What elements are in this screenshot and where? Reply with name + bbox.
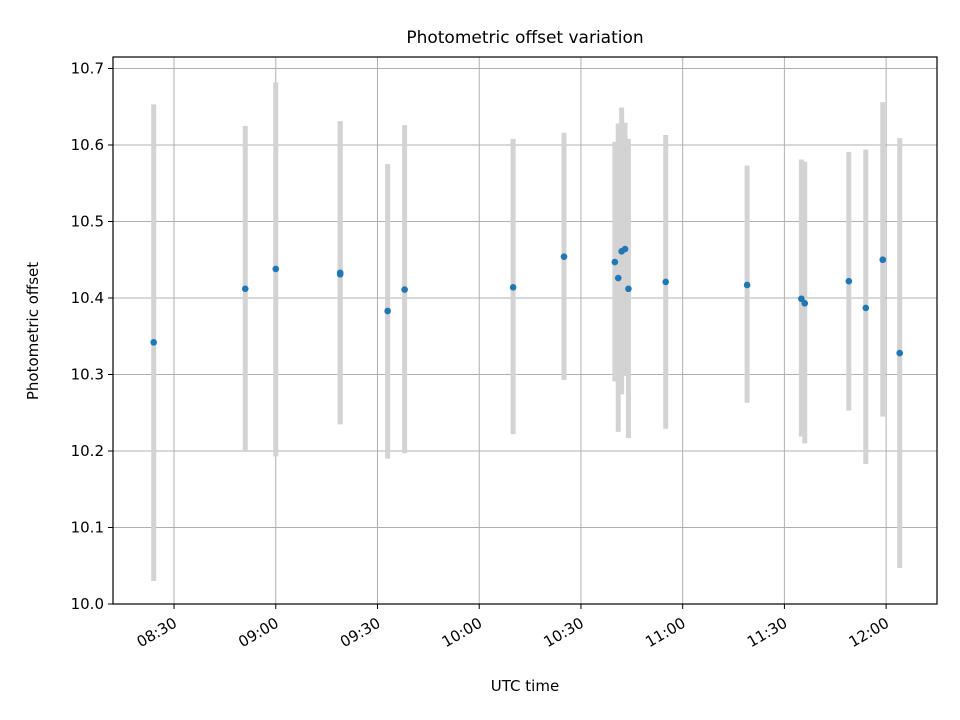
data-points: [150, 245, 903, 357]
y-tick-label: 10.0: [71, 595, 104, 613]
data-point: [743, 281, 751, 289]
data-point: [845, 277, 853, 285]
y-axis: 10.0 10.1 10.2 10.3 10.4 10.5 10.6 10.7: [71, 59, 113, 613]
data-point: [150, 339, 157, 346]
data-point: [801, 300, 809, 307]
plot-frame: [112, 56, 938, 605]
data-point: [336, 269, 344, 277]
data-point: [611, 258, 619, 266]
y-tick-label: 10.1: [71, 518, 104, 536]
y-tick-label: 10.4: [71, 289, 104, 307]
data-point: [272, 265, 280, 273]
data-point: [614, 274, 622, 282]
y-tick-label: 10.7: [71, 59, 104, 77]
data-point: [862, 304, 870, 312]
y-tick-label: 10.2: [71, 442, 104, 460]
data-point: [625, 285, 632, 293]
data-point: [662, 278, 670, 286]
data-point: [798, 295, 805, 303]
data-point: [401, 286, 408, 293]
x-axis-label: UTC time: [491, 677, 559, 695]
data-point: [509, 283, 517, 291]
data-point: [560, 253, 568, 260]
data-point: [621, 245, 629, 253]
data-point: [879, 256, 887, 264]
y-axis-label: Photometric offset: [24, 262, 42, 400]
y-tick-label: 10.6: [71, 136, 104, 154]
y-tick-label: 10.5: [71, 212, 104, 230]
data-point: [241, 285, 249, 293]
chart-title: Photometric offset variation: [406, 28, 643, 48]
data-point: [896, 349, 903, 357]
y-tick-label: 10.3: [71, 365, 104, 383]
data-point: [384, 307, 391, 315]
